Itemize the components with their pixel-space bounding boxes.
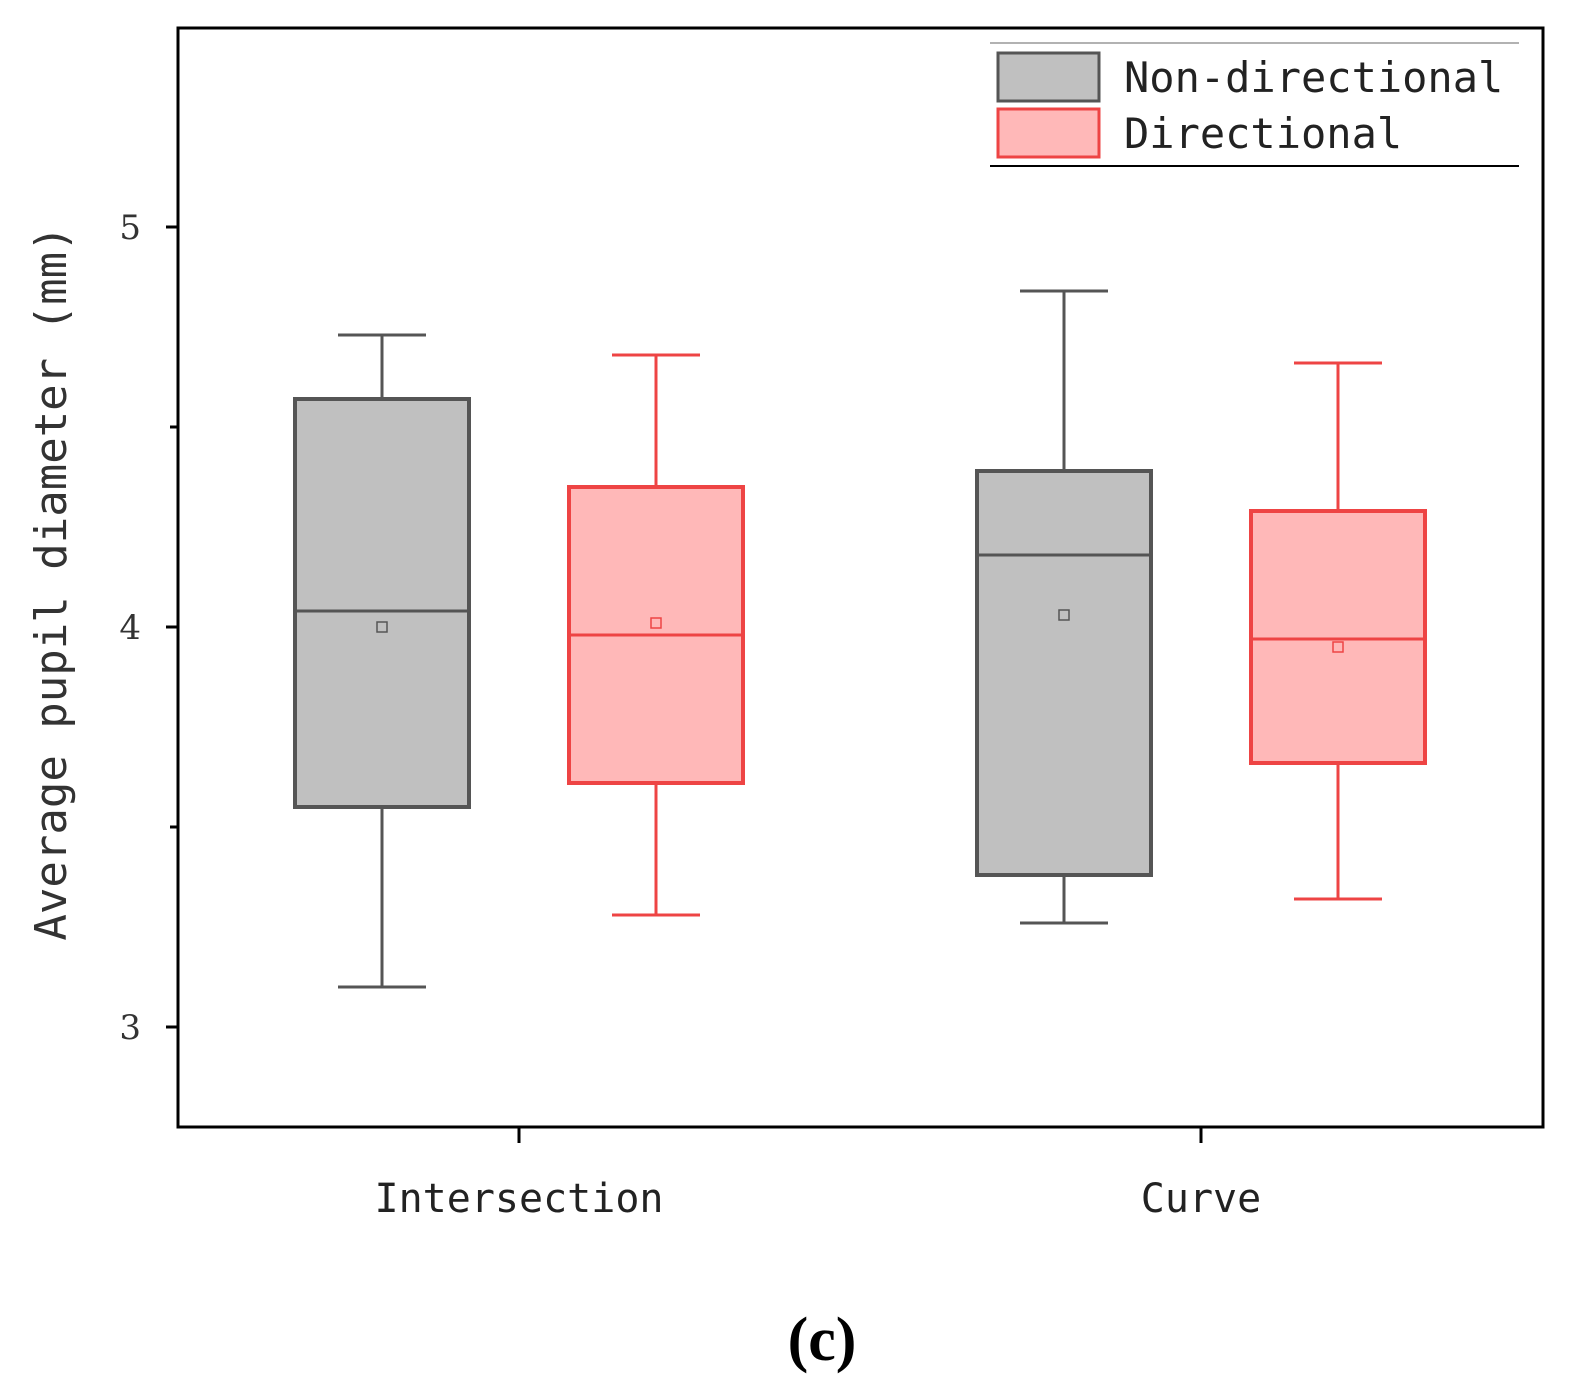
box-non-directional-intersection [293, 333, 471, 989]
box-series [293, 289, 1427, 989]
y-axis: 3 4 5 [119, 208, 178, 1048]
mean-marker [376, 621, 388, 633]
panel-label: (c) [788, 1306, 857, 1374]
interquartile-box [975, 469, 1153, 877]
x-axis: Intersection Curve [375, 1127, 1261, 1222]
interquartile-box [293, 397, 471, 809]
box-directional-intersection [567, 353, 745, 917]
legend-swatch [996, 51, 1101, 103]
y-tick-label: 5 [119, 208, 141, 248]
y-tick-label: 3 [119, 1008, 141, 1048]
legend-label: Non-directional [1124, 53, 1503, 102]
legend-label: Directional [1124, 109, 1402, 158]
interquartile-box [1249, 509, 1427, 765]
x-tick-label: Intersection [375, 1176, 664, 1222]
mean-marker [1058, 609, 1070, 621]
box-directional-curve [1249, 361, 1427, 901]
y-tick-label: 4 [119, 608, 141, 648]
plot-frame [176, 26, 1545, 1129]
plot-border [176, 26, 1545, 1129]
mean-marker [1332, 641, 1344, 653]
legend: Non-directional Directional [990, 42, 1519, 167]
x-tick-label: Curve [1141, 1176, 1261, 1222]
mean-marker [650, 617, 662, 629]
box-non-directional-curve [975, 289, 1153, 925]
y-axis-title: Average pupil diameter (mm) [26, 225, 77, 940]
legend-swatch [996, 107, 1101, 159]
